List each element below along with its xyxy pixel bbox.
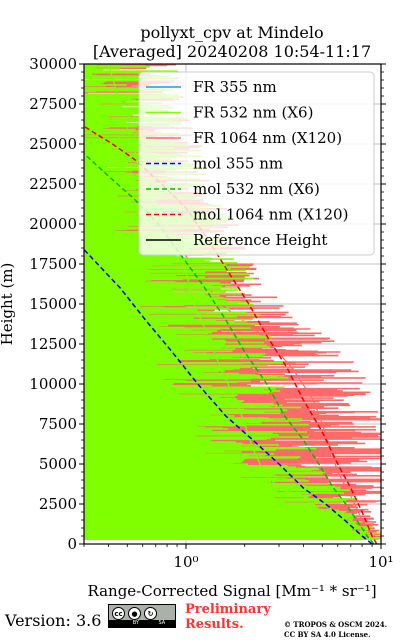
copyright-notice: © TROPOS & OSCM 2024. CC BY SA 4.0 Licen… bbox=[284, 620, 387, 640]
legend-label: mol 532 nm (X6) bbox=[193, 180, 320, 198]
legend-box bbox=[138, 71, 375, 256]
chart-subtitle: [Averaged] 20240208 10:54-11:17 bbox=[93, 42, 371, 61]
y-tick-label: 0 bbox=[67, 535, 77, 553]
chart-title: pollyxt_cpv at Mindelo bbox=[140, 23, 323, 42]
version-label: Version: 3.6 bbox=[5, 611, 102, 630]
series-mol-532-nm-x6 bbox=[84, 153, 375, 544]
by-person-icon: ● bbox=[128, 606, 141, 620]
x-tick-label: 10¹ bbox=[368, 553, 393, 571]
series-fr-532-nm-x6 bbox=[84, 64, 381, 540]
cc-license-badge: cc ● ↻ BY SA bbox=[108, 604, 176, 628]
sa-label: SA bbox=[158, 620, 166, 626]
series-mol-355-nm bbox=[84, 249, 373, 544]
axis-ticks: 0 2500 5000 7500 10000 12500 15000 17500 20000 22… bbox=[29, 55, 393, 571]
y-tick-label: 25000 bbox=[29, 135, 77, 153]
legend: FR 355 nm FR 532 nm (X6) FR 1064 nm (X120)… bbox=[138, 71, 375, 256]
y-tick-label: 20000 bbox=[29, 215, 77, 233]
y-tick-label: 27500 bbox=[29, 95, 77, 113]
preliminary-notice: Preliminary Results. bbox=[185, 602, 271, 632]
y-tick-label: 22500 bbox=[29, 175, 77, 193]
y-tick-label: 12500 bbox=[29, 335, 77, 353]
y-tick-label: 7500 bbox=[39, 415, 77, 433]
share-alike-icon: ↻ bbox=[144, 606, 157, 620]
y-tick-label: 15000 bbox=[29, 295, 77, 313]
y-tick-label: 30000 bbox=[29, 55, 77, 73]
copyright-line-2: CC BY SA 4.0 License. bbox=[284, 630, 371, 639]
legend-label: FR 532 nm (X6) bbox=[193, 104, 313, 122]
legend-label: mol 355 nm bbox=[193, 155, 283, 173]
by-label: BY bbox=[132, 620, 139, 626]
x-tick-label: 10⁰ bbox=[173, 553, 198, 571]
legend-label: FR 355 nm bbox=[193, 78, 277, 96]
copyright-line-1: © TROPOS & OSCM 2024. bbox=[284, 620, 388, 629]
preliminary-line-2: Results. bbox=[185, 617, 244, 632]
x-axis-label: Range-Corrected Signal [Mm⁻¹ * sr⁻¹] bbox=[87, 582, 376, 600]
preliminary-line-1: Preliminary bbox=[185, 602, 271, 617]
y-tick-label: 5000 bbox=[39, 455, 77, 473]
y-tick-label: 2500 bbox=[39, 495, 77, 513]
y-tick-label: 10000 bbox=[29, 375, 77, 393]
y-axis-label: Height (m) bbox=[0, 263, 16, 346]
legend-label: mol 1064 nm (X120) bbox=[193, 206, 348, 224]
legend-label: FR 1064 nm (X120) bbox=[193, 129, 342, 147]
cc-icon: cc bbox=[112, 606, 125, 620]
y-tick-label: 17500 bbox=[29, 255, 77, 273]
legend-label: Reference Height bbox=[193, 231, 327, 249]
